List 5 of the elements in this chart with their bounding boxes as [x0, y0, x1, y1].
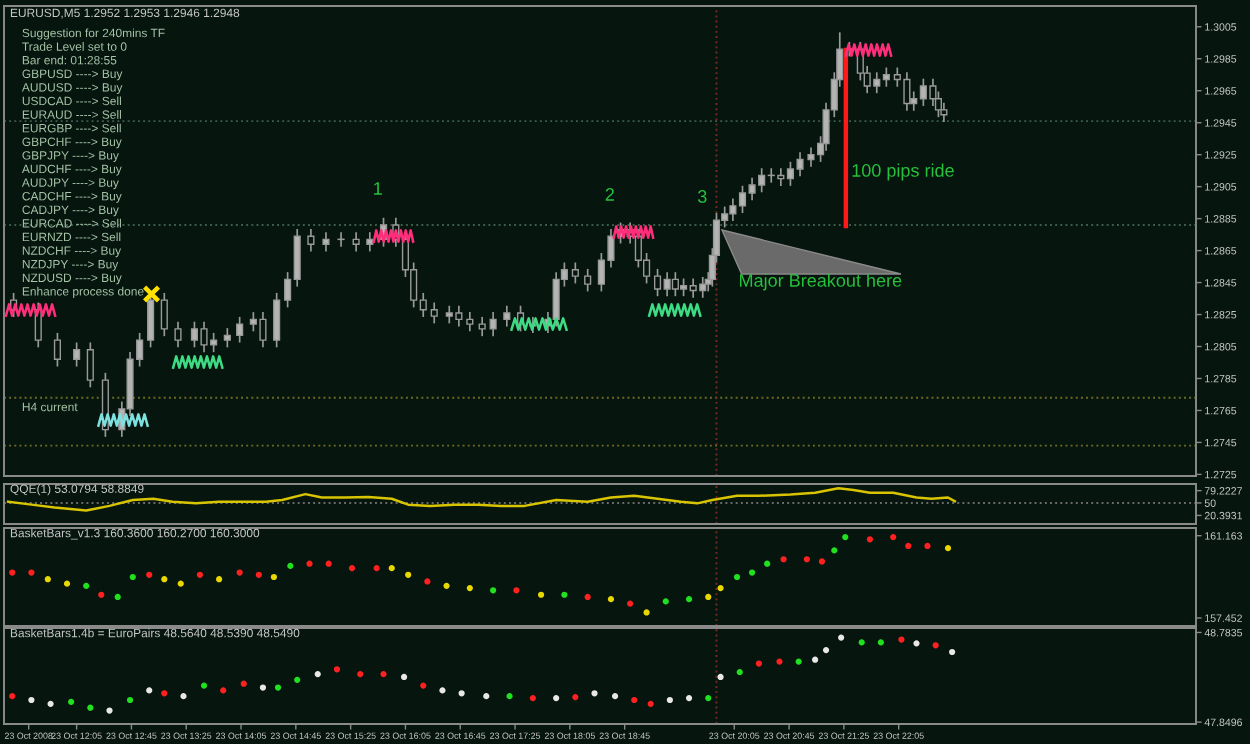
annotation: 3 [697, 190, 707, 203]
annotation: 2 [605, 188, 614, 201]
annotation: 1 [374, 182, 382, 195]
annotation: 100 pips ride [852, 163, 954, 181]
annotation: Major Breakout here [740, 273, 902, 291]
